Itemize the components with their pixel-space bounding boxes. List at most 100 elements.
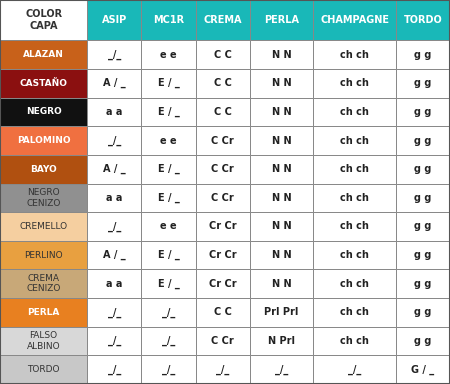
Text: _/_: _/_ — [162, 307, 175, 318]
Bar — [141, 241, 196, 270]
Bar — [250, 69, 313, 98]
Bar — [87, 298, 141, 327]
Bar — [141, 327, 196, 355]
Bar — [396, 155, 450, 184]
Text: E / _: E / _ — [158, 250, 180, 260]
Text: N N: N N — [272, 164, 291, 174]
Bar — [250, 155, 313, 184]
Bar — [141, 40, 196, 69]
Text: N N: N N — [272, 78, 291, 88]
Bar — [250, 327, 313, 355]
Text: ch ch: ch ch — [340, 193, 369, 203]
Bar — [0, 212, 87, 241]
Bar — [396, 184, 450, 212]
Bar — [396, 212, 450, 241]
Text: E / _: E / _ — [158, 164, 180, 174]
Bar — [87, 69, 141, 98]
Bar — [250, 98, 313, 126]
Text: ch ch: ch ch — [340, 50, 369, 60]
Bar — [0, 184, 87, 212]
Text: g g: g g — [414, 107, 432, 117]
Text: _/_: _/_ — [162, 336, 175, 346]
Text: ch ch: ch ch — [340, 336, 369, 346]
Bar — [87, 241, 141, 270]
Text: Prl Prl: Prl Prl — [264, 308, 299, 318]
Text: CASTAÑO: CASTAÑO — [20, 79, 68, 88]
Bar — [396, 355, 450, 384]
Bar — [196, 327, 250, 355]
Bar — [0, 355, 87, 384]
Bar — [87, 327, 141, 355]
Text: _/_: _/_ — [216, 364, 229, 375]
Bar — [141, 98, 196, 126]
Bar — [396, 126, 450, 155]
Text: C Cr: C Cr — [211, 164, 234, 174]
Text: _/_: _/_ — [108, 364, 121, 375]
Bar — [250, 270, 313, 298]
Bar — [0, 0, 87, 40]
Text: A / _: A / _ — [103, 250, 126, 260]
Text: G / _: G / _ — [411, 364, 434, 375]
Text: N N: N N — [272, 136, 291, 146]
Text: PALOMINO: PALOMINO — [17, 136, 70, 145]
Bar — [87, 40, 141, 69]
Bar — [313, 355, 396, 384]
Text: g g: g g — [414, 136, 432, 146]
Bar — [0, 327, 87, 355]
Text: N N: N N — [272, 107, 291, 117]
Bar — [250, 126, 313, 155]
Text: g g: g g — [414, 308, 432, 318]
Bar — [196, 98, 250, 126]
Text: Cr Cr: Cr Cr — [209, 222, 236, 232]
Text: PERLA: PERLA — [264, 15, 299, 25]
Text: a a: a a — [106, 279, 122, 289]
Text: ch ch: ch ch — [340, 222, 369, 232]
Text: _/_: _/_ — [162, 364, 175, 375]
Text: _/_: _/_ — [108, 221, 121, 232]
Bar — [0, 69, 87, 98]
Text: g g: g g — [414, 193, 432, 203]
Text: C Cr: C Cr — [211, 136, 234, 146]
Bar — [396, 69, 450, 98]
Text: e e: e e — [160, 50, 177, 60]
Text: N N: N N — [272, 222, 291, 232]
Bar — [313, 270, 396, 298]
Text: BAYO: BAYO — [30, 165, 57, 174]
Text: N N: N N — [272, 279, 291, 289]
Text: e e: e e — [160, 222, 177, 232]
Bar — [141, 184, 196, 212]
Bar — [313, 126, 396, 155]
Bar — [0, 241, 87, 270]
Bar — [0, 126, 87, 155]
Bar — [141, 212, 196, 241]
Text: MC1R: MC1R — [153, 15, 184, 25]
Text: N Prl: N Prl — [268, 336, 295, 346]
Text: CREMA: CREMA — [203, 15, 242, 25]
Text: N N: N N — [272, 50, 291, 60]
Text: ASIP: ASIP — [102, 15, 127, 25]
Text: CREMA
CENIZO: CREMA CENIZO — [27, 274, 61, 293]
Bar — [250, 0, 313, 40]
Bar — [313, 155, 396, 184]
Bar — [313, 40, 396, 69]
Bar — [313, 0, 396, 40]
Bar — [396, 0, 450, 40]
Text: C C: C C — [214, 50, 232, 60]
Bar — [250, 298, 313, 327]
Bar — [196, 212, 250, 241]
Text: FALSO
ALBINO: FALSO ALBINO — [27, 331, 60, 351]
Bar — [396, 40, 450, 69]
Text: ch ch: ch ch — [340, 250, 369, 260]
Text: _/_: _/_ — [275, 364, 288, 375]
Bar — [250, 212, 313, 241]
Text: Cr Cr: Cr Cr — [209, 250, 236, 260]
Bar — [196, 0, 250, 40]
Bar — [396, 298, 450, 327]
Bar — [396, 241, 450, 270]
Bar — [313, 184, 396, 212]
Text: ch ch: ch ch — [340, 78, 369, 88]
Text: ch ch: ch ch — [340, 279, 369, 289]
Text: CREMELLO: CREMELLO — [19, 222, 68, 231]
Bar — [0, 298, 87, 327]
Text: ch ch: ch ch — [340, 164, 369, 174]
